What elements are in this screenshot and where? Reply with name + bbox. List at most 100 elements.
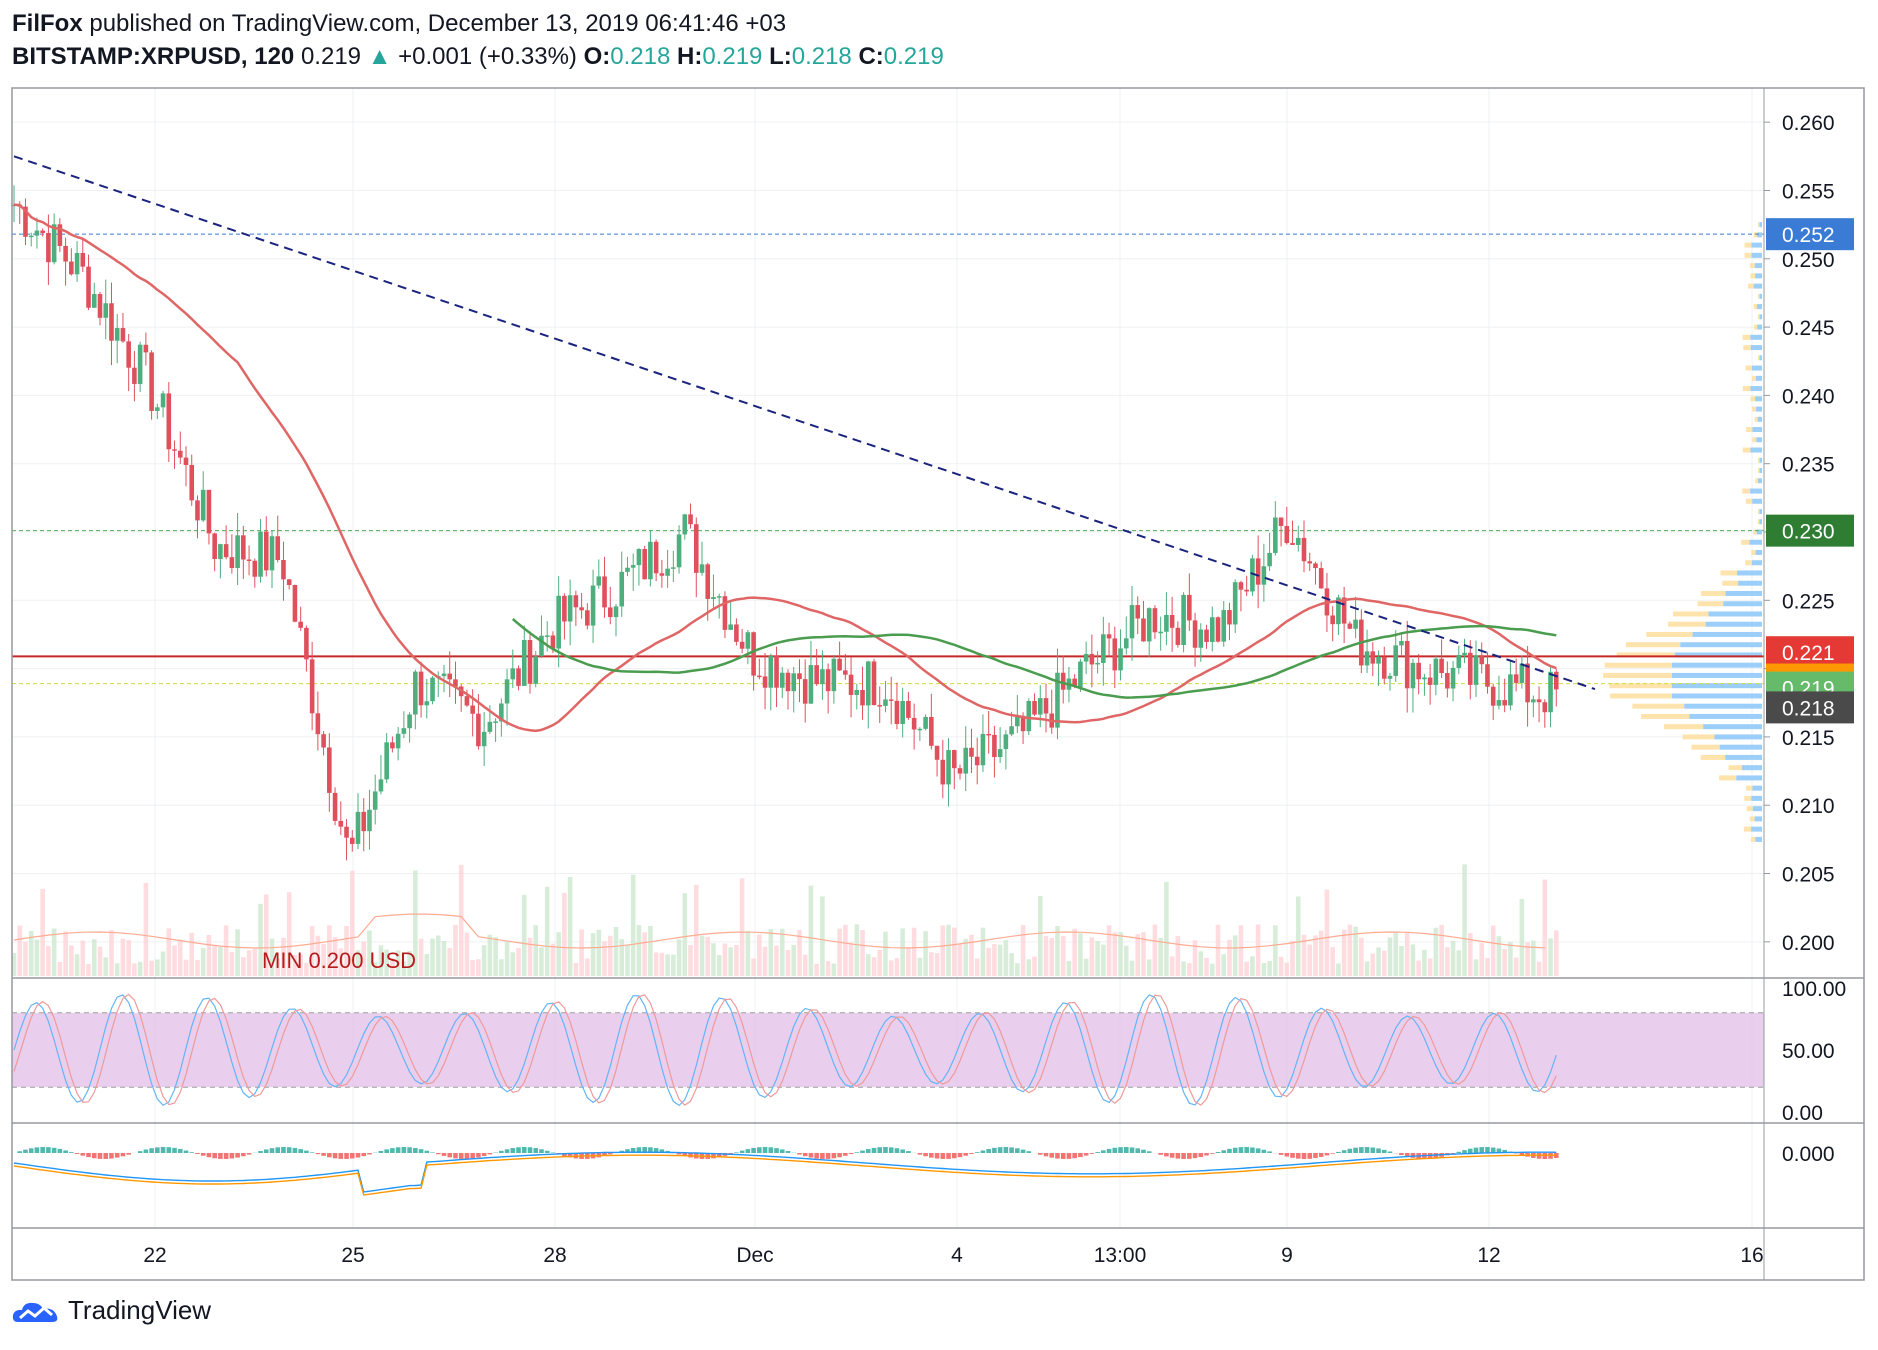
volume-bar	[430, 938, 435, 976]
macd-histogram-bar	[779, 1149, 785, 1153]
macd-histogram-bar	[1318, 1153, 1324, 1157]
macd-histogram-bar	[304, 1150, 309, 1153]
author-name[interactable]: FilFox	[12, 10, 83, 37]
candle-body	[395, 733, 401, 749]
volume-bar	[1129, 960, 1135, 976]
candle-body	[883, 699, 888, 706]
profile-bar-blue	[1757, 324, 1762, 330]
profile-bar-orange	[1742, 386, 1751, 392]
profile-bar-blue	[1736, 775, 1762, 781]
profile-bar-orange	[1616, 652, 1675, 658]
volume-bar	[1192, 940, 1198, 976]
volume-bar	[567, 876, 573, 976]
footer[interactable]: TradingView	[12, 1295, 211, 1326]
candle-body	[1055, 672, 1060, 728]
profile-bar-orange	[1720, 570, 1738, 576]
volume-bar	[814, 963, 819, 976]
candle-body	[693, 524, 699, 573]
profile-bar-orange	[1751, 375, 1756, 381]
volume-bar	[212, 946, 217, 976]
macd-histogram-bar	[1295, 1153, 1301, 1159]
macd-histogram-bar	[1250, 1147, 1255, 1153]
candle-body	[252, 560, 258, 577]
macd-histogram-bar	[1261, 1149, 1267, 1153]
volume-bar	[349, 870, 355, 976]
volume-bar	[929, 952, 934, 976]
price-chart[interactable]: 0.260 0.255 0.250 0.245 0.240 0.235 0.230 0.225…	[0, 0, 1878, 1290]
candle-body	[1531, 699, 1536, 703]
volume-bar	[338, 948, 344, 976]
candle-body	[516, 668, 521, 686]
profile-bar-orange	[1748, 283, 1754, 289]
macd-histogram-bar	[1490, 1147, 1496, 1153]
macd-histogram-bar	[86, 1153, 91, 1158]
candle-body	[1095, 662, 1100, 665]
candle-body	[223, 544, 229, 558]
macd-histogram-bar	[28, 1148, 34, 1153]
candle-body	[315, 713, 321, 735]
min-annotation: MIN 0.200 USD	[262, 948, 416, 973]
macd-histogram-bar	[969, 1153, 974, 1154]
trendline[interactable]	[13, 155, 1596, 691]
macd-histogram-bar	[401, 1147, 407, 1153]
macd-histogram-bar	[1467, 1148, 1473, 1153]
macd-histogram-bar	[533, 1148, 539, 1153]
profile-bar-orange	[1603, 672, 1672, 678]
candle-body	[1232, 582, 1238, 625]
candle-body	[648, 541, 653, 580]
candle-body	[1037, 698, 1043, 715]
candle-body	[940, 759, 946, 785]
macd-histogram-bar	[1496, 1148, 1502, 1153]
candle-body	[877, 705, 883, 707]
volume-bar	[797, 929, 802, 976]
macd-histogram-bar	[625, 1149, 630, 1153]
volume-bar	[630, 874, 636, 976]
macd-histogram-bar	[160, 1147, 166, 1153]
macd-histogram-bar	[808, 1153, 814, 1158]
price-label-box	[1766, 636, 1854, 669]
macd-histogram-bar	[120, 1153, 126, 1157]
candle-body	[332, 792, 338, 821]
macd-histogram-bar	[642, 1147, 647, 1153]
macd-histogram-bar	[57, 1148, 63, 1153]
volume-bar	[269, 938, 275, 976]
candle-body	[946, 750, 951, 785]
volume-bar	[114, 963, 120, 976]
macd-histogram-bar	[1404, 1153, 1410, 1157]
profile-bar-orange	[1753, 232, 1758, 238]
symbol-name[interactable]: BITSTAMP:XRPUSD, 120	[12, 43, 295, 70]
candle-body	[69, 261, 74, 275]
candle-body	[848, 674, 854, 695]
profile-bar-orange	[1758, 293, 1760, 299]
macd-histogram-bar	[1244, 1147, 1249, 1153]
volume-bar	[504, 941, 510, 976]
candle-body	[132, 367, 137, 384]
candle-body	[327, 747, 332, 793]
macd-histogram-bar	[63, 1150, 68, 1153]
volume-bar	[499, 959, 504, 976]
volume-bar	[1066, 960, 1072, 976]
macd-histogram-bar	[992, 1147, 997, 1153]
candle-body	[1175, 627, 1181, 645]
volume-bar	[1267, 961, 1272, 976]
volume-bar	[258, 903, 263, 976]
volume-bar	[453, 924, 458, 976]
up-arrow-icon: ▲	[367, 43, 392, 70]
candle-body	[1456, 654, 1462, 668]
volume-bar	[355, 950, 361, 976]
profile-bar-orange	[1742, 488, 1751, 494]
macd-histogram-bar	[1123, 1147, 1129, 1153]
candle-body	[1536, 699, 1542, 703]
macd-histogram-bar	[332, 1153, 338, 1159]
candle-body	[1393, 645, 1399, 676]
profile-bar-blue	[1714, 734, 1762, 740]
candle-body	[768, 655, 774, 688]
symbol-line: BITSTAMP:XRPUSD, 120 0.219 ▲ +0.001 (+0.…	[12, 40, 1862, 74]
time-axis[interactable]: 22 25 28 Dec 4 13:00 9 12 16	[143, 1244, 1763, 1267]
volume-bar	[1359, 937, 1364, 976]
volume-bar	[1387, 937, 1393, 976]
macd-histogram-bar	[544, 1150, 550, 1153]
candle-body	[785, 672, 791, 692]
candle-body	[378, 779, 384, 792]
volume-bar	[1290, 940, 1295, 976]
